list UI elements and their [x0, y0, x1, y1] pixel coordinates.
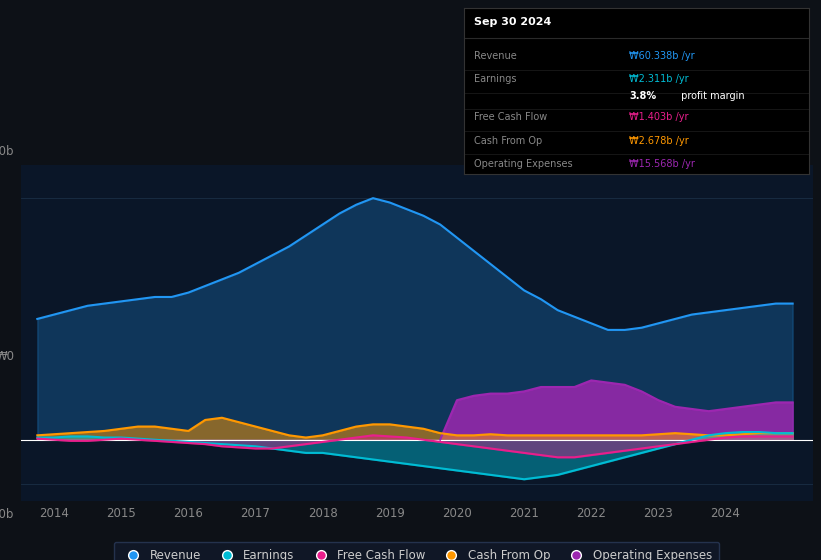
Text: 3.8%: 3.8%: [630, 91, 657, 101]
Text: Operating Expenses: Operating Expenses: [475, 158, 573, 169]
Text: ₩2.678b /yr: ₩2.678b /yr: [630, 136, 689, 146]
Text: ₩60.338b /yr: ₩60.338b /yr: [630, 52, 695, 62]
Text: Sep 30 2024: Sep 30 2024: [475, 17, 552, 27]
Text: -₩20b: -₩20b: [0, 508, 14, 521]
Text: ₩2.311b /yr: ₩2.311b /yr: [630, 74, 689, 85]
Text: Earnings: Earnings: [475, 74, 516, 85]
Text: ₩1.403b /yr: ₩1.403b /yr: [630, 113, 689, 123]
Text: Revenue: Revenue: [475, 52, 517, 62]
Text: ₩0: ₩0: [0, 350, 14, 363]
Text: Cash From Op: Cash From Op: [475, 136, 543, 146]
Legend: Revenue, Earnings, Free Cash Flow, Cash From Op, Operating Expenses: Revenue, Earnings, Free Cash Flow, Cash …: [114, 542, 719, 560]
Text: ₩110b: ₩110b: [0, 145, 14, 158]
Text: Free Cash Flow: Free Cash Flow: [475, 113, 548, 123]
Text: profit margin: profit margin: [677, 91, 745, 101]
Text: ₩15.568b /yr: ₩15.568b /yr: [630, 158, 695, 169]
